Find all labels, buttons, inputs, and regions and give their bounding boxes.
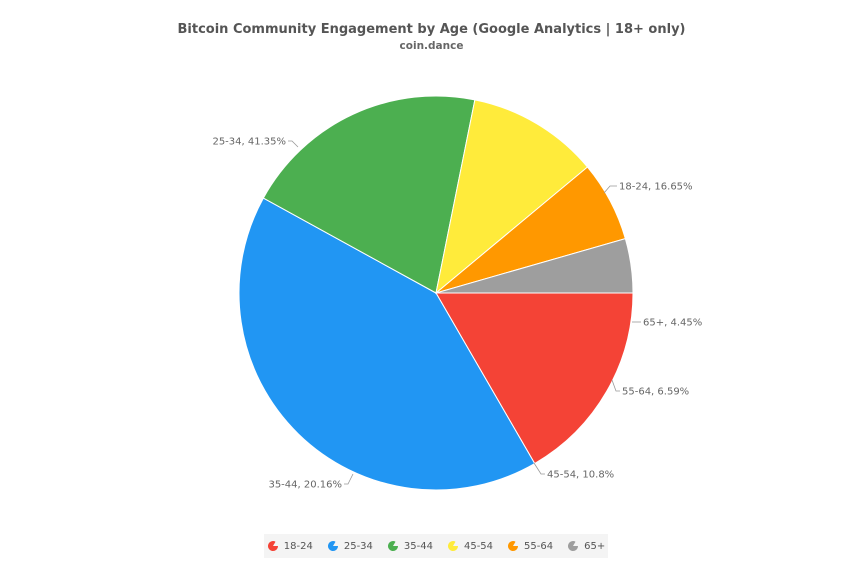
legend-item-55-64[interactable]: 55-64 [507, 540, 553, 552]
legend-label: 18-24 [283, 540, 313, 552]
legend-label: 45-54 [463, 540, 494, 552]
legend-item-65+[interactable]: 65+ [567, 540, 605, 552]
pie-legend-icon [387, 541, 398, 552]
pie-slice-65+[interactable] [435, 238, 634, 294]
pie-legend-icon [508, 541, 519, 552]
pie-slice-18-24[interactable] [435, 292, 634, 465]
legend-item-35-44[interactable]: 35-44 [387, 540, 433, 552]
slice-label-45-54: 45-54, 10.8% [547, 470, 614, 481]
slice-connector-25-34 [288, 140, 299, 148]
pie-legend-icon [447, 541, 458, 552]
slice-connector-18-24 [603, 185, 617, 194]
pie-legend-icon [267, 541, 278, 552]
pie-legend-icon [568, 541, 579, 552]
pie-legend-icon [327, 541, 338, 552]
legend-label: 55-64 [524, 540, 554, 552]
slice-label-65+: 65+, 4.45% [643, 318, 702, 329]
legend-label: 35-44 [403, 540, 433, 552]
pie-slice-25-34[interactable] [238, 197, 536, 491]
legend-item-25-34[interactable]: 25-34 [327, 540, 373, 552]
slice-connector-45-54 [533, 462, 545, 475]
chart-subtitle: coin.dance [399, 40, 464, 52]
pie-slice-45-54[interactable] [435, 99, 589, 295]
legend-label: 65+ [584, 540, 606, 552]
legend-label: 25-34 [343, 540, 373, 552]
legend-item-18-24[interactable]: 18-24 [267, 540, 313, 552]
slice-label-35-44: 35-44, 20.16% [268, 480, 342, 491]
slice-label-55-64: 55-64, 6.59% [622, 387, 689, 398]
slice-connector-55-64 [611, 379, 620, 392]
chart-title: Bitcoin Community Engagement by Age (Goo… [177, 22, 686, 37]
slice-label-18-24: 18-24, 16.65% [619, 182, 693, 193]
chart-legend: 18-24 25-34 35-44 45-54 55-64 65+ [264, 534, 608, 558]
pie-slice-35-44[interactable] [262, 95, 476, 294]
legend-item-45-54[interactable]: 45-54 [447, 540, 493, 552]
slice-label-25-34: 25-34, 41.35% [212, 137, 286, 148]
slice-connector-35-44 [344, 473, 354, 485]
